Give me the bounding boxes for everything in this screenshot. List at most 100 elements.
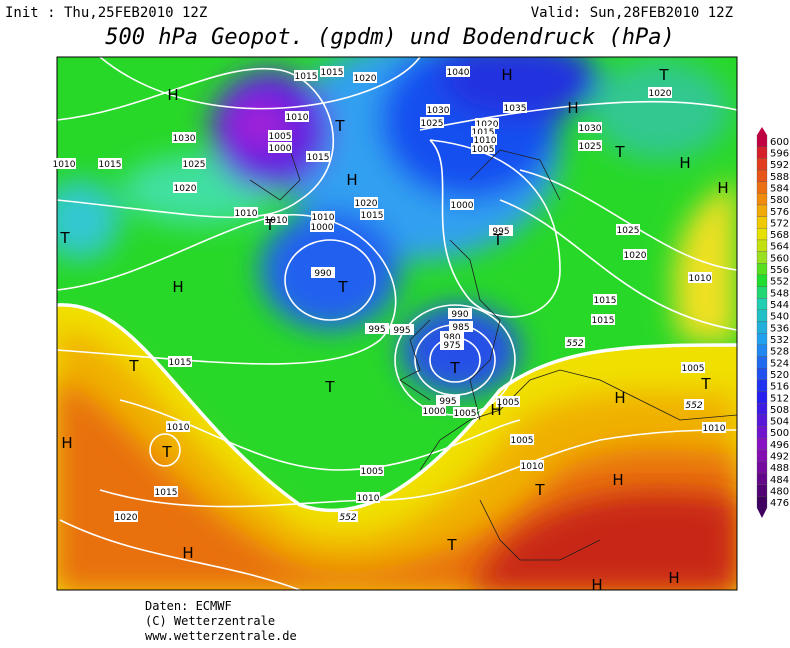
isobar-label: 1020 bbox=[353, 72, 377, 84]
isobar-label-text: 1010 bbox=[474, 136, 497, 146]
colorbar-label: 536 bbox=[770, 323, 789, 334]
contour-label: 552 bbox=[685, 401, 702, 411]
isobar-label: 995 bbox=[436, 395, 460, 407]
isobar-label-bg bbox=[578, 122, 602, 133]
isobar-label-text: 1010 bbox=[521, 462, 544, 472]
isobar-label: 1020 bbox=[648, 87, 672, 99]
isobar-label-bg bbox=[450, 199, 474, 210]
isobar-label-text: 1010 bbox=[703, 424, 726, 434]
isobar-label: 1020 bbox=[475, 118, 499, 130]
isobar-label-bg bbox=[422, 405, 446, 416]
colorbar-label: 500 bbox=[770, 428, 789, 439]
colorbar-label: 520 bbox=[770, 370, 789, 381]
isobar-label: 1015 bbox=[294, 70, 318, 82]
isobar-label-bg bbox=[520, 460, 544, 471]
isobar-label: 1010 bbox=[356, 492, 380, 504]
isobar-label-bg bbox=[648, 87, 672, 98]
isobar-label: 1010 bbox=[52, 158, 76, 170]
colorbar-label: 476 bbox=[770, 498, 789, 509]
isobar-label-text: 995 bbox=[368, 325, 385, 335]
isobar-label-text: 1030 bbox=[427, 106, 450, 116]
pressure-center: T bbox=[59, 229, 70, 247]
isobar-label: 1000 bbox=[422, 405, 446, 417]
isobar-label-bg bbox=[475, 118, 499, 129]
pressure-center: H bbox=[167, 86, 178, 104]
isobar-label-bg bbox=[182, 158, 206, 169]
isobar-label: 1005 bbox=[268, 130, 292, 142]
isobar-label: 1020 bbox=[354, 197, 378, 209]
colorbar-label: 516 bbox=[770, 382, 789, 393]
isobar-label-text: 1020 bbox=[174, 184, 197, 194]
isobar-label: 1005 bbox=[496, 396, 520, 408]
isobar-label: 1015 bbox=[471, 126, 495, 138]
contour-label-bg bbox=[565, 337, 585, 348]
colorbar-segment bbox=[756, 274, 768, 287]
isobar-label: 1015 bbox=[306, 151, 330, 163]
isobar-label: 1030 bbox=[426, 104, 450, 116]
isobar-label-text: 995 bbox=[492, 227, 509, 237]
isobar-label: 1000 bbox=[268, 142, 292, 154]
colorbar-arrow bbox=[757, 127, 767, 135]
footer-line: www.wetterzentrale.de bbox=[145, 629, 297, 643]
isobar-label-text: 1000 bbox=[269, 144, 292, 154]
colorbar-segment bbox=[756, 251, 768, 264]
isobar-label-text: 1020 bbox=[355, 199, 378, 209]
colorbar-label: 592 bbox=[770, 160, 789, 171]
init-time: Init : Thu,25FEB2010 12Z bbox=[5, 5, 207, 21]
isobar-label-bg bbox=[426, 104, 450, 115]
isobar-label-text: 1010 bbox=[167, 423, 190, 433]
isobar-label-text: 1015 bbox=[321, 68, 344, 78]
pressure-center: H bbox=[172, 278, 183, 296]
isobar-label-bg bbox=[173, 182, 197, 193]
isobar-label: 1015 bbox=[591, 314, 615, 326]
isobar-label-text: 1010 bbox=[689, 274, 712, 284]
colorbar-label: 596 bbox=[770, 148, 789, 159]
isobar-label-bg bbox=[268, 142, 292, 153]
pressure-center: T bbox=[534, 481, 545, 499]
colorbar-label: 572 bbox=[770, 218, 789, 229]
colorbar-arrow bbox=[757, 508, 767, 518]
isobar-label: 1030 bbox=[172, 132, 196, 144]
isobar-label-text: 1025 bbox=[183, 160, 206, 170]
pressure-center: T bbox=[449, 359, 460, 377]
isobar-label: 1000 bbox=[310, 221, 334, 233]
isobar-label: 1005 bbox=[453, 407, 477, 419]
isobar-label: 990 bbox=[311, 267, 335, 279]
isobar-label-text: 1015 bbox=[99, 160, 122, 170]
colorbar-segment bbox=[756, 437, 768, 450]
colorbar-label: 556 bbox=[770, 265, 789, 276]
pressure-center: H bbox=[717, 179, 728, 197]
isobar-label-bg bbox=[453, 407, 477, 418]
colorbar-segment bbox=[756, 472, 768, 485]
colorbar-segment bbox=[756, 496, 768, 509]
isobar-label-bg bbox=[688, 272, 712, 283]
pressure-center: T bbox=[658, 66, 669, 84]
isobar-label-text: 1005 bbox=[472, 145, 495, 155]
isobar-label: 1010 bbox=[473, 134, 497, 146]
footer-line: (C) Wetterzentrale bbox=[145, 614, 275, 628]
colorbar-label: 492 bbox=[770, 452, 789, 463]
pressure-center: H bbox=[679, 154, 690, 172]
isobar-label: 1020 bbox=[173, 182, 197, 194]
isobar-label: 1020 bbox=[114, 511, 138, 523]
isobar-label-bg bbox=[52, 158, 76, 169]
colorbar-segment bbox=[756, 181, 768, 194]
isobar-label: 1015 bbox=[98, 158, 122, 170]
isobar-label-text: 1010 bbox=[235, 209, 258, 219]
colorbar-segment bbox=[756, 263, 768, 276]
isobar-label: 980 bbox=[440, 331, 464, 343]
isobar-label-text: 1015 bbox=[155, 488, 178, 498]
isobar-label-bg bbox=[356, 492, 380, 503]
isobar-label: 1015 bbox=[168, 356, 192, 368]
colorbar-label: 564 bbox=[770, 242, 789, 253]
isobar-label: 995 bbox=[489, 225, 513, 237]
pressure-center: H bbox=[612, 471, 623, 489]
isobar-label-bg bbox=[234, 207, 258, 218]
pressure-center: H bbox=[668, 569, 679, 587]
isobar-label-text: 1015 bbox=[361, 211, 384, 221]
isobar-label-text: 1040 bbox=[447, 68, 470, 78]
colorbar-label: 484 bbox=[770, 475, 789, 486]
colorbar-segment bbox=[756, 193, 768, 206]
map bbox=[57, 57, 737, 590]
isobar-label: 1015 bbox=[154, 486, 178, 498]
